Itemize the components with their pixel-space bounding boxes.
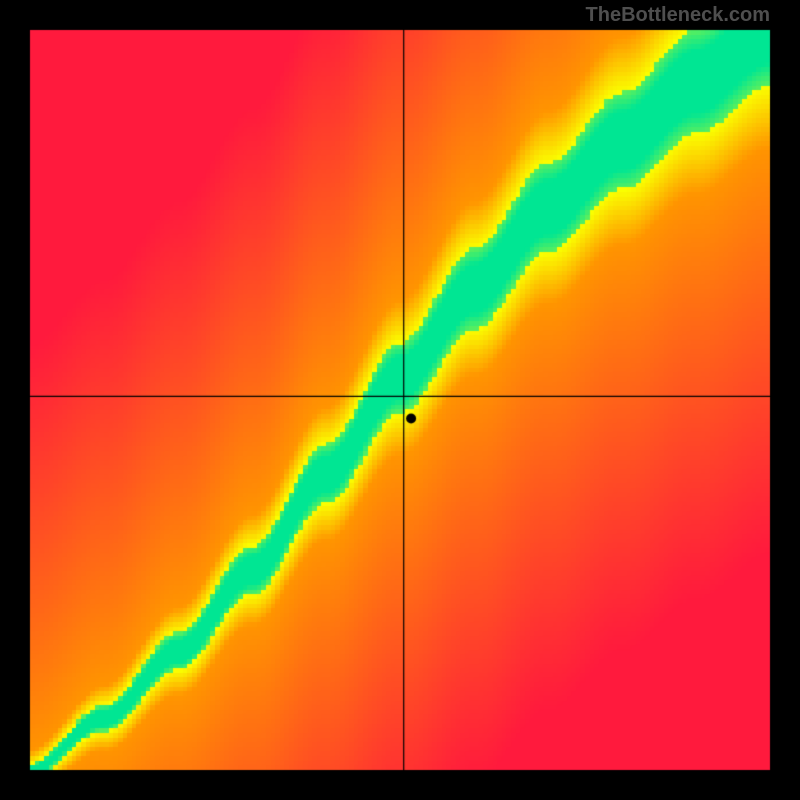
root-container: TheBottleneck.com <box>0 0 800 800</box>
attribution-label: TheBottleneck.com <box>586 4 770 27</box>
bottleneck-heatmap-canvas <box>0 0 800 800</box>
